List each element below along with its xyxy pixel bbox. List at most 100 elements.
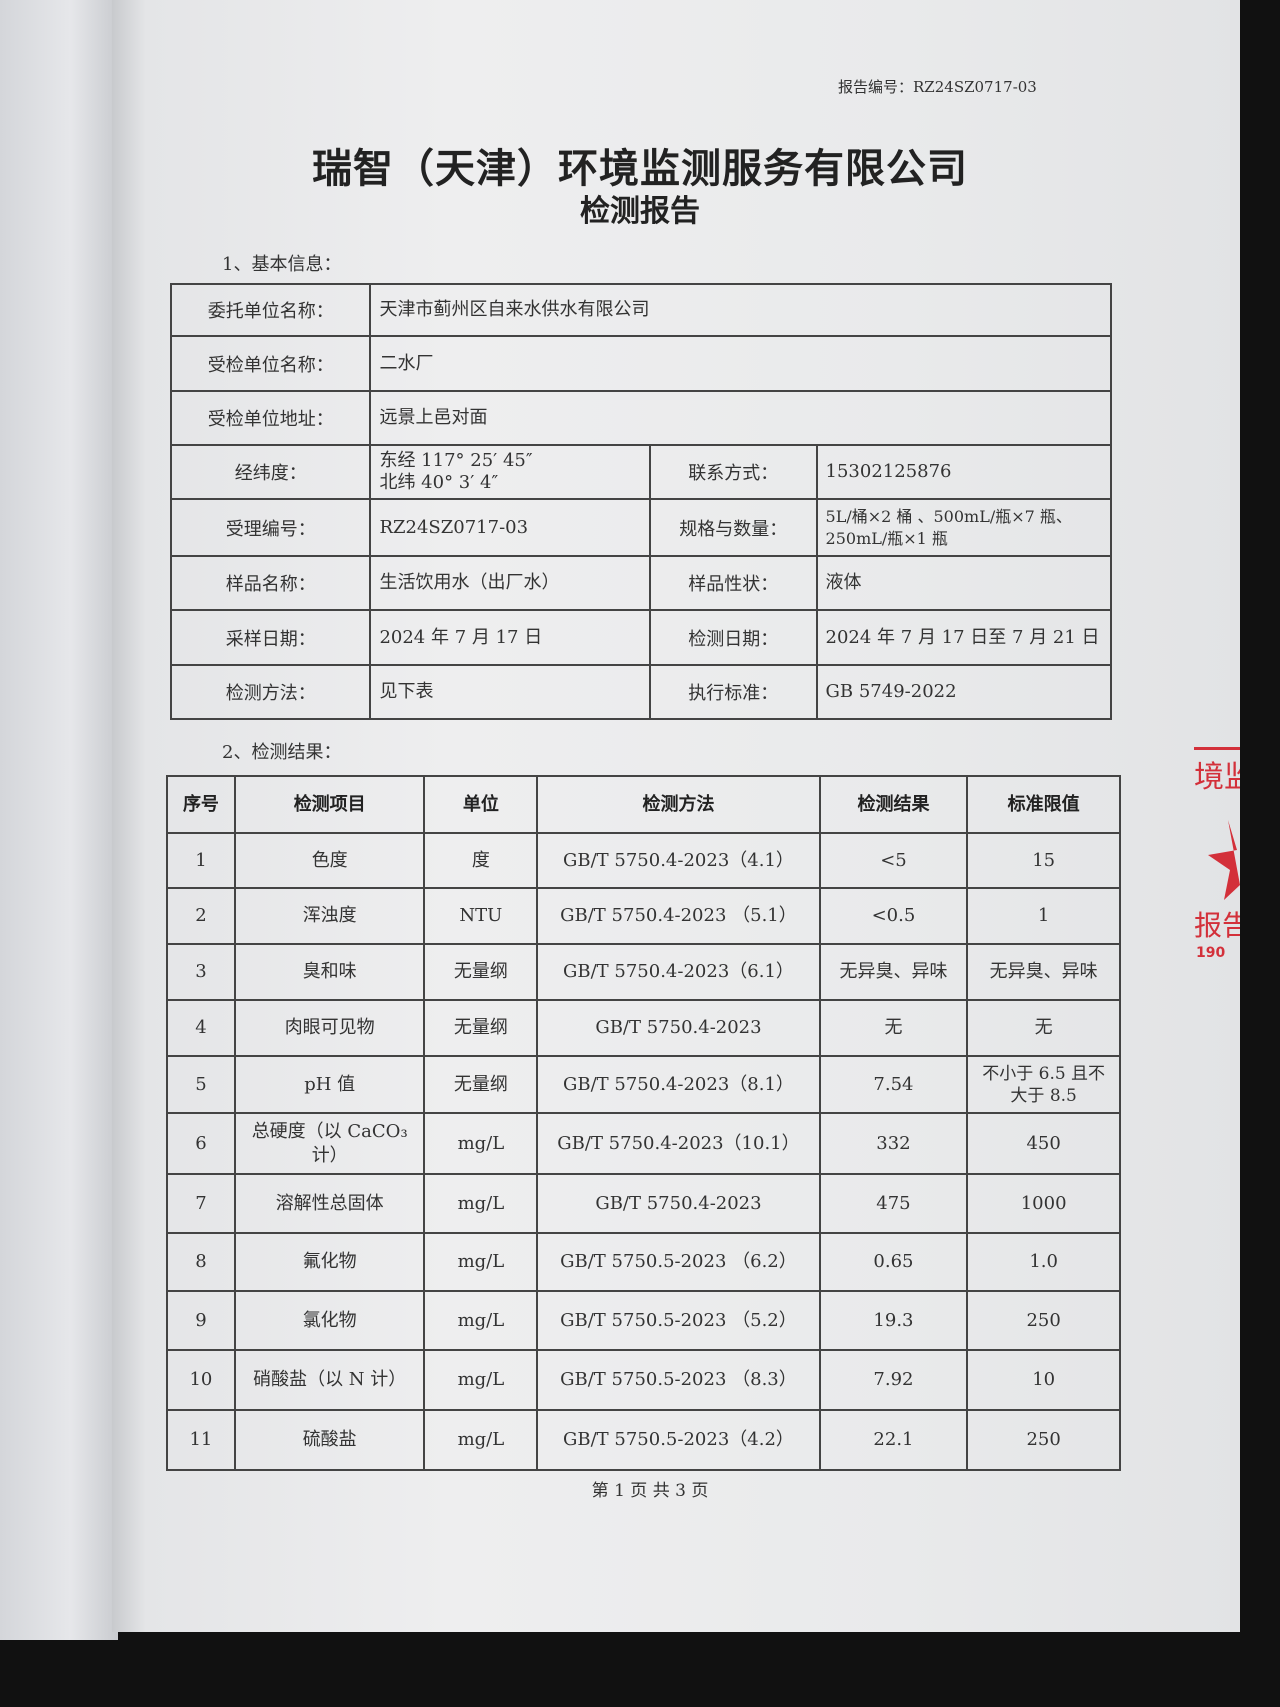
cell-index: 11 [166,1409,236,1471]
cell-method: GB/T 5750.4-2023 [536,999,821,1057]
test-date-value: 2024 年 7 月 17 日至 7 月 21 日 [815,609,1113,666]
standard-value: GB 5749-2022 [815,664,1113,720]
sample-state-label: 样品性状： [648,555,818,611]
sampling-date-label: 采样日期： [169,609,372,666]
cell-limit: 无 [966,999,1121,1057]
cell-item: 硫酸盐 [233,1409,426,1471]
cell-limit: 10 [966,1349,1121,1411]
cell-unit: mg/L [423,1232,539,1292]
cell-unit: 无量纲 [423,999,539,1057]
cell-index: 3 [166,943,236,1001]
cell-limit: 1.0 [966,1232,1121,1292]
cell-unit: mg/L [423,1112,539,1175]
cell-unit: 度 [423,832,539,889]
report-subtitle: 检测报告 [580,194,700,229]
cell-limit: 不小于 6.5 且不大于 8.5 [966,1055,1121,1114]
result-row: 2 浑浊度 NTU GB/T 5750.4-2023 （5.1） <0.5 1 [166,887,1121,945]
client-label: 委托单位名称： [169,283,372,337]
cell-index: 7 [166,1173,236,1234]
spec-label: 规格与数量： [648,498,818,557]
cell-limit: 250 [966,1409,1121,1471]
cell-result: <0.5 [818,887,969,945]
result-row: 10 硝酸盐（以 N 计） mg/L GB/T 5750.5-2023 （8.3） 7.… [166,1349,1121,1411]
report-number-value: RZ24SZ0717-03 [913,78,1037,96]
cell-limit: 250 [966,1290,1121,1351]
latitude: 北纬 40° 3′ 4″ [379,472,499,493]
cell-result: 0.65 [818,1232,969,1292]
svg-text:报告: 报告 [1194,909,1240,942]
sampling-date-value: 2024 年 7 月 17 日 [369,609,651,666]
address-label: 受检单位地址： [169,390,372,446]
cell-result: 475 [818,1173,969,1234]
cell-result: 无 [818,999,969,1057]
star-icon [1208,820,1240,900]
cell-index: 8 [166,1232,236,1292]
cell-method: GB/T 5750.4-2023（6.1） [536,943,821,1001]
svg-text:190: 190 [1196,945,1225,961]
section-results: 2、检测结果： [222,742,342,763]
standard-label: 执行标准： [648,664,818,720]
cell-index: 10 [166,1349,236,1411]
cell-index: 1 [166,832,236,889]
cell-method: GB/T 5750.4-2023（10.1） [536,1112,821,1175]
cell-method: GB/T 5750.4-2023（4.1） [536,832,821,889]
cell-method: GB/T 5750.5-2023 （6.2） [536,1232,821,1292]
cell-item: 硝酸盐（以 N 计） [233,1349,426,1411]
page-number: 第 1 页 共 3 页 [591,1481,709,1501]
result-row: 5 pH 值无量纲 GB/T 5750.4-2023（8.1） 7.54 不小于 6.5… [166,1055,1121,1114]
result-row: 6 总硬度（以 CaCO₃计） mg/L GB/T 5750.4-2023（10.1）… [166,1112,1121,1175]
cell-item: 氯化物 [233,1290,426,1351]
result-row: 7 溶解性总固体 mg/L GB/T 5750.4-2023 475 1000 [166,1173,1121,1234]
cell-index: 2 [166,887,236,945]
adjacent-page [0,0,118,1640]
result-row: 1 色度度 GB/T 5750.4-2023（4.1） <5 15 [166,832,1121,889]
cell-unit: mg/L [423,1290,539,1351]
cell-limit: 1 [966,887,1121,945]
cell-unit: NTU [423,887,539,945]
cell-item: 溶解性总固体 [233,1173,426,1234]
cell-limit: 无异臭、异味 [966,943,1121,1001]
result-row: 3 臭和味 无量纲 GB/T 5750.4-2023（6.1） 无异臭、异味 无异臭、异味 [166,943,1121,1001]
results-table: 序号 检测项目 单位 检测方法 检测结果 标准限值 1 色度度 GB/T 5750.… [166,775,1121,1471]
contact-value: 15302125876 [815,444,1113,500]
header-item: 检测项目 [233,775,426,834]
cell-item: 臭和味 [233,943,426,1001]
cell-item: 浑浊度 [233,887,426,945]
cell-item: 肉眼可见物 [233,999,426,1057]
cell-result: <5 [818,832,969,889]
header-method: 检测方法 [536,775,821,834]
results-header-row: 序号 检测项目 单位 检测方法 检测结果 标准限值 [166,775,1121,834]
result-row: 9 氯化物 mg/L GB/T 5750.5-2023 （5.2） 19.3 250 [166,1290,1121,1351]
header-result: 检测结果 [818,775,969,834]
section-basic-info: 1、基本信息： [222,254,342,275]
cell-limit: 1000 [966,1173,1121,1234]
cell-result: 7.54 [818,1055,969,1114]
cell-item: 总硬度（以 CaCO₃计） [233,1112,426,1175]
svg-text:境监: 境监 [1194,760,1240,795]
report-number-label: 报告编号： [838,78,914,96]
cell-result: 7.92 [818,1349,969,1411]
coords-label: 经纬度： [169,444,372,500]
method-value: 见下表 [369,664,651,720]
cell-index: 6 [166,1112,236,1175]
coords-value: 东经 117° 25′ 45″ 北纬 40° 3′ 4″ [369,444,651,500]
inspected-label: 受检单位名称： [169,335,372,392]
cell-method: GB/T 5750.5-2023 （8.3） [536,1349,821,1411]
contact-label: 联系方式： [648,444,818,500]
cell-method: GB/T 5750.4-2023 [536,1173,821,1234]
spec-value: 5L/桶×2 桶 、500mL/瓶×7 瓶、 250mL/瓶×1 瓶 [815,498,1113,557]
red-seal-stamp: 境监 报告 190 [1194,747,1240,961]
cell-unit: 无量纲 [423,943,539,1001]
accept-no-label: 受理编号： [169,498,372,557]
header-unit: 单位 [423,775,539,834]
cell-method: GB/T 5750.4-2023（8.1） [536,1055,821,1114]
result-row: 4 肉眼可见物 无量纲 GB/T 5750.4-2023 无无 [166,999,1121,1057]
result-row: 8 氟化物 mg/L GB/T 5750.5-2023 （6.2） 0.65 1.0 [166,1232,1121,1292]
header-index: 序号 [166,775,236,834]
cell-item: pH 值 [233,1055,426,1114]
sample-name-value: 生活饮用水（出厂水） [369,555,651,611]
sample-state-value: 液体 [815,555,1113,611]
cell-limit: 450 [966,1112,1121,1175]
spec-line-2: 250mL/瓶×1 瓶 [825,528,948,548]
cell-result: 22.1 [818,1409,969,1471]
